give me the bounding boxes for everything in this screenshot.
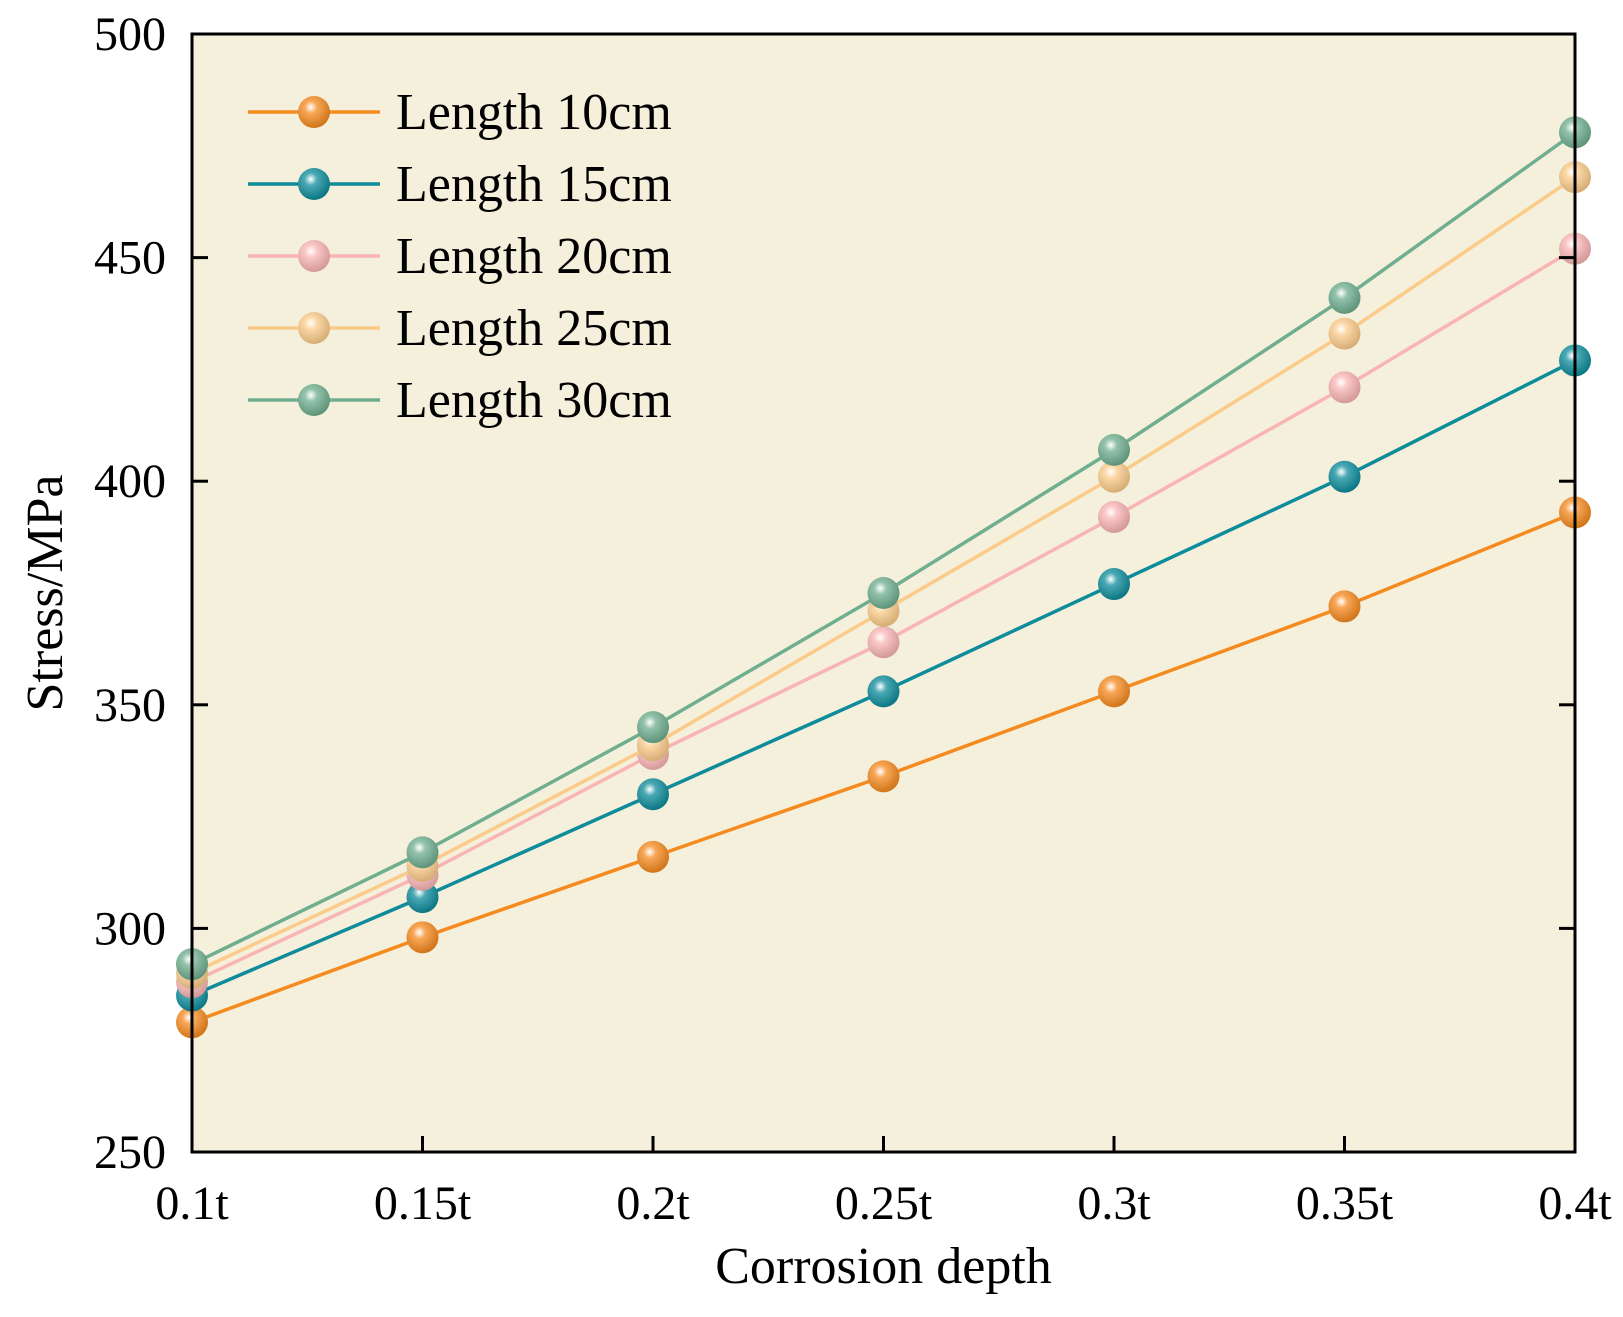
y-tick-label: 350 [94,679,166,732]
legend-label: Length 20cm [396,228,672,285]
y-tick-label: 300 [94,902,166,955]
data-point [1098,460,1130,493]
data-point [867,675,900,708]
legend-item: Length 25cm [248,300,672,357]
legend-item: Length 20cm [248,228,672,285]
x-tick-label: 0.2t [616,1177,690,1230]
x-axis-title: Corrosion depth [715,1238,1052,1295]
data-point [406,921,439,954]
data-point [867,626,900,659]
series-layer [176,116,1591,1039]
y-tick-label: 450 [94,232,166,285]
data-point [406,881,439,914]
x-tick-label: 0.25t [835,1177,933,1230]
data-point [1098,675,1130,708]
data-point [1328,371,1361,404]
legend-marker [298,312,330,344]
legend-label: Length 25cm [396,300,672,357]
data-point [406,836,439,869]
x-tick-label: 0.35t [1296,1177,1394,1230]
data-point [1098,500,1130,533]
series-1 [176,496,1591,1039]
x-tick-label: 0.4t [1538,1177,1612,1230]
data-point [1328,590,1361,623]
data-point [1328,460,1361,493]
data-point [637,840,669,873]
legend-item: Length 15cm [248,156,672,213]
legend-marker [298,240,330,272]
y-tick-label: 250 [94,1126,166,1179]
data-point [867,577,900,609]
y-tick-label: 400 [94,455,166,508]
data-point [867,760,900,793]
x-tick-label: 0.3t [1077,1177,1151,1230]
legend-label: Length 10cm [396,84,672,141]
axis-layer: 250 300 350 400 450 500 0.1t 0.15t 0.2t 0.25t 0.3t… [94,8,1612,1230]
legend-marker [298,384,330,416]
legend-marker [298,96,330,128]
legend-label: Length 15cm [396,156,672,213]
data-point [1098,433,1130,466]
legend-label: Length 30cm [396,372,672,429]
legend-item: Length 30cm [248,372,672,429]
legend-marker [298,168,330,200]
data-point [637,778,669,811]
x-tick-label: 0.1t [155,1177,229,1230]
x-tick-label: 0.15t [374,1177,472,1230]
data-point [1328,281,1361,314]
legend-item: Length 10cm [248,84,672,141]
data-point [1098,568,1130,601]
y-tick-label: 500 [94,8,166,61]
y-axis-title: Stress/MPa [17,475,74,712]
legend: Length 10cm Length 15cm Length 20cm Length … [248,84,672,429]
data-point [637,711,669,744]
data-point [1328,317,1361,350]
